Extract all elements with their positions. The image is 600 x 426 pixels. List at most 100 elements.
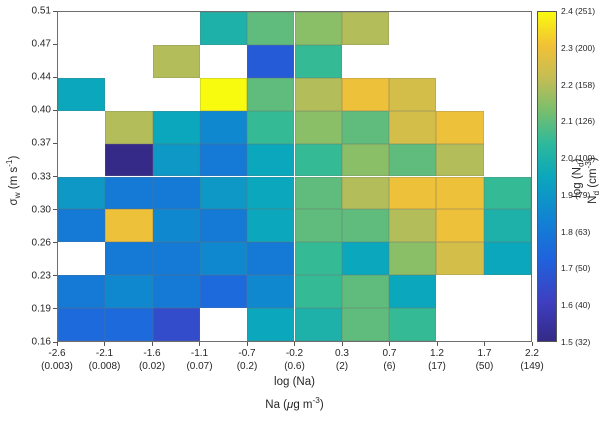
heatmap-cell bbox=[105, 308, 153, 341]
colorbar-tick-label: 1.6 (40) bbox=[561, 300, 591, 311]
x-tick-mark bbox=[389, 342, 390, 346]
heatmap-cell bbox=[483, 176, 531, 210]
x-tick-label: -0.2 (0.6) bbox=[284, 348, 305, 372]
heatmap-cell bbox=[152, 242, 200, 276]
heatmap-cell bbox=[341, 12, 390, 45]
x-tick-mark bbox=[531, 342, 533, 346]
heatmap-cell bbox=[199, 176, 248, 210]
colorbar-linear-label: Nd (cm-3) bbox=[583, 157, 600, 204]
heatmap-cell bbox=[199, 12, 248, 45]
x-axis-units-label: Na (μg m-3) bbox=[265, 396, 324, 411]
heatmap-cell bbox=[247, 110, 295, 144]
heatmap-cell bbox=[436, 176, 484, 210]
heatmap-cell bbox=[294, 275, 342, 309]
heatmap-cell bbox=[389, 209, 437, 243]
heatmap-cell bbox=[341, 308, 390, 341]
y-tick-mark bbox=[53, 109, 57, 111]
heatmap-cell bbox=[199, 110, 248, 144]
y-tick-mark bbox=[53, 341, 57, 343]
colorbar-tick-label: 2.0 (100) bbox=[561, 153, 596, 164]
heatmap-cell bbox=[389, 242, 437, 276]
y-tick-mark bbox=[53, 142, 57, 144]
heatmap-cell bbox=[199, 275, 248, 309]
heatmap-cell bbox=[294, 308, 342, 341]
heatmap-cell bbox=[341, 242, 390, 276]
y-tick-mark bbox=[53, 275, 57, 277]
heatmap-cell bbox=[436, 209, 484, 243]
heatmap-cell bbox=[294, 176, 342, 210]
x-tick-mark bbox=[104, 342, 105, 346]
x-tick-mark bbox=[294, 342, 295, 346]
y-tick-label: 0.30 bbox=[31, 204, 51, 216]
y-tick-mark bbox=[53, 242, 57, 244]
heatmap-cell bbox=[341, 209, 390, 243]
y-tick-label: 0.16 bbox=[31, 336, 51, 348]
colorbar-tick-label: 2.4 (251) bbox=[561, 6, 596, 16]
heatmap-cell bbox=[294, 143, 342, 177]
heatmap-cell bbox=[247, 143, 295, 177]
x-tick-mark bbox=[56, 342, 58, 346]
x-tick-label: -1.1 (0.07) bbox=[186, 348, 213, 372]
heatmap-cell bbox=[436, 242, 484, 276]
x-tick-label: 2.2 (149) bbox=[520, 348, 544, 372]
colorbar-tick-label: 1.8 (63) bbox=[561, 226, 591, 237]
x-tick-mark bbox=[199, 342, 200, 346]
x-tick-mark bbox=[436, 342, 438, 346]
heatmap-cell bbox=[105, 143, 153, 177]
heatmap-cell bbox=[199, 77, 248, 111]
x-tick-label: -1.6 (0.02) bbox=[138, 348, 166, 372]
heatmap-cell bbox=[294, 12, 342, 45]
heatmap-cell bbox=[152, 110, 200, 144]
heatmap-cell bbox=[294, 44, 342, 78]
heatmap-cell bbox=[247, 77, 295, 111]
colorbar bbox=[537, 11, 557, 342]
heatmap-cell bbox=[105, 176, 153, 210]
colorbar-tick-label: 2.3 (200) bbox=[561, 42, 596, 53]
heatmap-cell bbox=[152, 308, 200, 341]
y-tick-label: 0.33 bbox=[31, 171, 51, 182]
heatmap-cell bbox=[105, 275, 153, 309]
y-tick-label: 0.44 bbox=[31, 71, 51, 83]
y-tick-label: 0.26 bbox=[31, 237, 51, 249]
heatmap-cell bbox=[341, 110, 390, 144]
heatmap-cell bbox=[247, 44, 295, 78]
y-tick-mark bbox=[53, 43, 57, 45]
heatmap-cell bbox=[58, 209, 106, 243]
heatmap-cell bbox=[294, 209, 342, 243]
heatmap-cell bbox=[247, 209, 295, 243]
y-tick-label: 0.51 bbox=[31, 5, 51, 17]
heatmap-cell bbox=[341, 143, 390, 177]
x-tick-label: 0.3 (2) bbox=[335, 348, 349, 372]
y-tick-mark bbox=[53, 308, 57, 310]
x-tick-label: 0.7 (6) bbox=[382, 348, 397, 372]
heatmap-cell bbox=[389, 275, 437, 309]
y-tick-mark bbox=[53, 10, 57, 12]
heatmap-cell bbox=[152, 209, 200, 243]
heatmap-cell bbox=[152, 275, 200, 309]
heatmap-cell bbox=[247, 12, 295, 45]
x-tick-label: -2.1 (0.008) bbox=[88, 348, 121, 372]
heatmap-cell bbox=[58, 275, 106, 309]
y-tick-label: 0.37 bbox=[31, 137, 51, 149]
colorbar-tick-label: 2.1 (126) bbox=[561, 116, 596, 127]
heatmap-cell bbox=[294, 110, 342, 144]
heatmap-cell bbox=[389, 176, 437, 210]
y-tick-mark bbox=[53, 176, 57, 177]
heatmap-cell bbox=[199, 209, 248, 243]
heatmap-cell bbox=[105, 110, 153, 144]
x-tick-mark bbox=[151, 342, 153, 346]
x-axis-label: log (Na) bbox=[274, 376, 315, 388]
heatmap-cell bbox=[389, 77, 437, 111]
y-tick-label: 0.47 bbox=[31, 38, 51, 50]
heatmap-cell bbox=[247, 242, 295, 276]
heatmap-cell bbox=[152, 176, 200, 210]
heatmap-cell bbox=[247, 176, 295, 210]
heatmap-cell bbox=[199, 143, 248, 177]
heatmap-cell bbox=[389, 110, 437, 144]
heatmap-cell bbox=[58, 308, 106, 341]
heatmap-cell bbox=[436, 110, 484, 144]
x-tick-label: -2.6 (0.003) bbox=[41, 348, 73, 372]
x-tick-mark bbox=[246, 342, 248, 346]
x-tick-label: -0.7 (0.2) bbox=[236, 348, 258, 372]
